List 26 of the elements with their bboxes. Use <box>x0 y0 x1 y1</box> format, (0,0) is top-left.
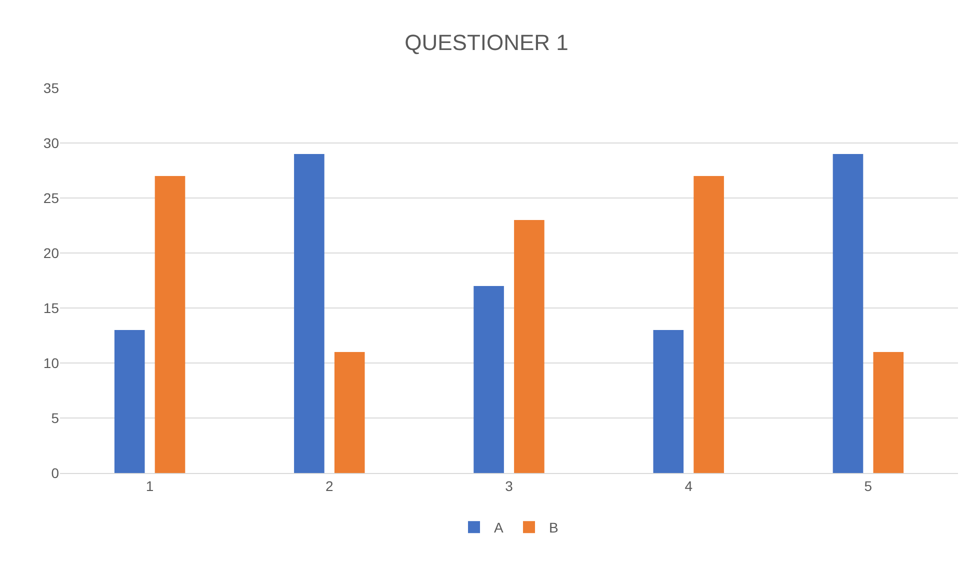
bar <box>114 330 145 473</box>
bar <box>653 330 684 473</box>
legend-label: B <box>549 520 558 536</box>
y-tick-label: 10 <box>43 354 60 371</box>
y-tick-label: 35 <box>43 80 60 96</box>
x-tick-label: 3 <box>505 478 514 494</box>
y-tick-label: 5 <box>51 410 60 426</box>
bar <box>154 176 186 473</box>
x-tick-label: 4 <box>684 478 693 494</box>
bar <box>873 352 904 473</box>
y-tick-label: 30 <box>43 134 60 151</box>
x-tick-label: 2 <box>326 478 334 494</box>
y-tick-label: 20 <box>43 244 60 261</box>
bar <box>514 220 544 473</box>
y-tick-label: 25 <box>43 190 60 206</box>
chart-title: QUESTIONER 1 <box>404 30 568 55</box>
bar <box>294 154 324 473</box>
bar <box>474 286 504 473</box>
bar <box>334 352 365 473</box>
x-tick-label: 1 <box>146 478 154 494</box>
y-tick-label: 0 <box>51 464 60 481</box>
bar <box>694 176 724 473</box>
legend-label: A <box>494 520 504 536</box>
bar <box>832 154 864 473</box>
x-tick-label: 5 <box>864 478 872 494</box>
y-tick-label: 15 <box>43 300 60 316</box>
